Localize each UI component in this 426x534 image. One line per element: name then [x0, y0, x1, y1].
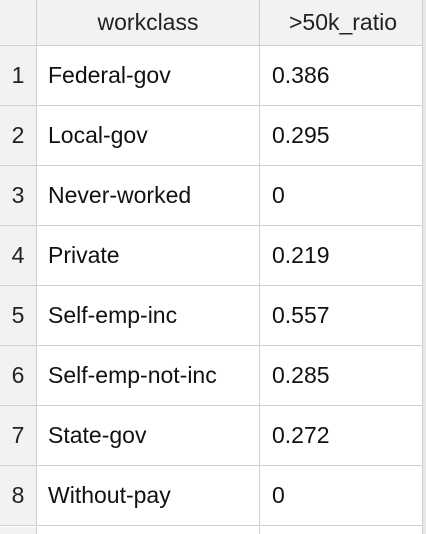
table-row[interactable]: 3 Never-worked 0 [0, 166, 426, 226]
workclass-cell[interactable]: Self-emp-not-inc [37, 346, 260, 405]
row-index: 1 [0, 46, 37, 105]
workclass-cell[interactable]: Without-pay [37, 466, 260, 525]
ratio-cell[interactable]: 0.295 [272, 122, 330, 148]
ratio-cell[interactable]: 0 [272, 482, 285, 508]
row-index: 4 [0, 226, 37, 285]
table-row[interactable]: 1 Federal-gov 0.386 [0, 46, 426, 106]
grid-right-edge [422, 0, 426, 534]
ratio-cell[interactable]: 0.285 [272, 362, 330, 388]
ratio-cell[interactable]: 0.219 [272, 242, 330, 268]
workclass-cell[interactable]: State-gov [37, 406, 260, 465]
header-index-corner [0, 0, 37, 45]
ratio-cell[interactable]: 0.557 [272, 302, 330, 328]
table-row[interactable]: 2 Local-gov 0.295 [0, 106, 426, 166]
row-index: 8 [0, 466, 37, 525]
workclass-cell[interactable]: Private [37, 226, 260, 285]
ratio-cell[interactable]: 0 [272, 182, 285, 208]
workclass-cell[interactable]: Self-emp-inc [37, 286, 260, 345]
row-index: 5 [0, 286, 37, 345]
table-row[interactable]: 4 Private 0.219 [0, 226, 426, 286]
row-index: 2 [0, 106, 37, 165]
workclass-cell[interactable]: Federal-gov [37, 46, 260, 105]
table-continuation [0, 527, 426, 534]
column-header-workclass[interactable]: workclass [37, 0, 260, 45]
table-row[interactable]: 8 Without-pay 0 [0, 466, 426, 526]
table-row[interactable]: 6 Self-emp-not-inc 0.285 [0, 346, 426, 406]
workclass-cell[interactable]: Never-worked [37, 166, 260, 225]
table-row[interactable]: 5 Self-emp-inc 0.557 [0, 286, 426, 346]
row-index: 3 [0, 166, 37, 225]
row-index: 7 [0, 406, 37, 465]
row-index: 6 [0, 346, 37, 405]
header-row: workclass >50k_ratio [0, 0, 426, 46]
ratio-cell[interactable]: 0.386 [272, 62, 330, 88]
index-column-edge [0, 527, 37, 534]
ratio-cell[interactable]: 0.272 [272, 422, 330, 448]
column-header-ratio[interactable]: >50k_ratio [288, 9, 398, 35]
table-row[interactable]: 7 State-gov 0.272 [0, 406, 426, 466]
workclass-cell[interactable]: Local-gov [37, 106, 260, 165]
column-edge [37, 527, 260, 534]
